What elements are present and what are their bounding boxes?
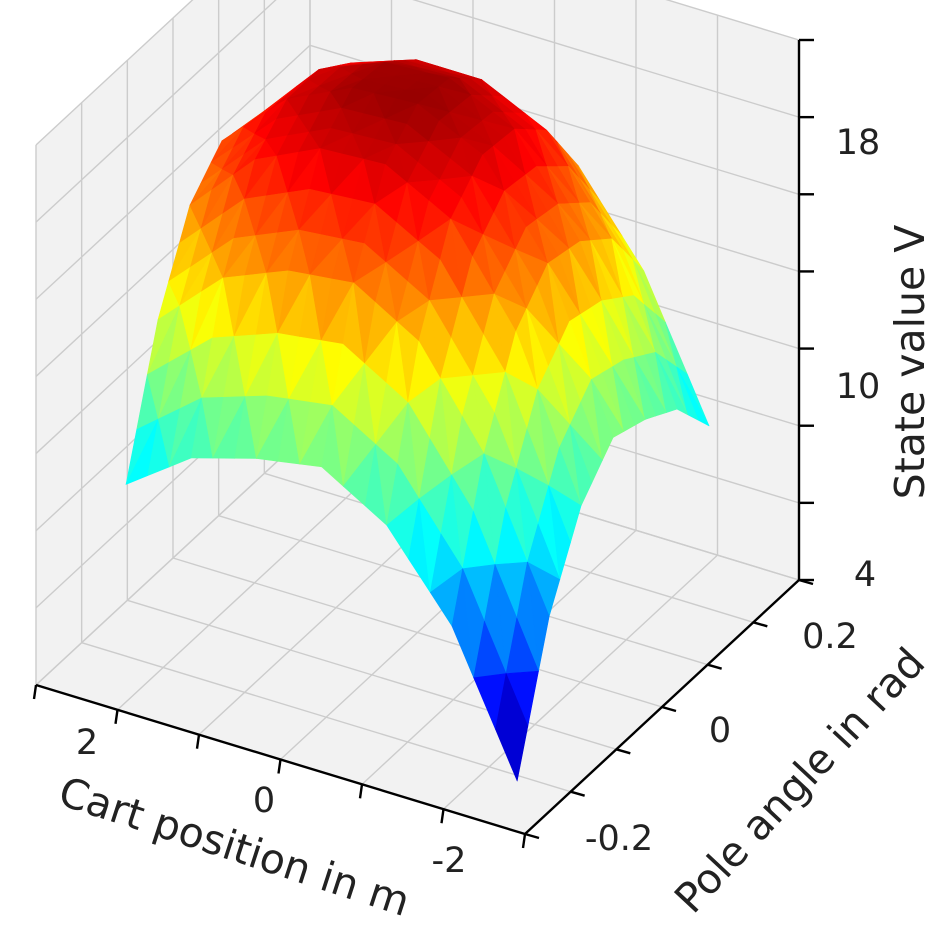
y-tick-mark <box>753 621 768 628</box>
y-tick-mark <box>661 705 677 713</box>
y-tick-mark <box>616 748 631 755</box>
y-tick-label: 0 <box>709 711 731 751</box>
grid-line <box>172 557 663 708</box>
x-tick-mark <box>440 808 445 824</box>
surface-facet <box>505 673 529 782</box>
y-tick-mark <box>570 790 585 797</box>
z-axis-label: State value V <box>886 225 934 500</box>
surface-facet <box>548 485 571 580</box>
x-tick-label: -2 <box>432 841 467 881</box>
surface-facet <box>633 357 657 420</box>
grid-line <box>35 44 311 300</box>
tick-marks <box>32 38 814 849</box>
z-tick-label: 18 <box>836 123 881 163</box>
x-tick-mark <box>521 833 527 849</box>
x-tick-mark <box>114 709 119 725</box>
x-tick-mark <box>195 734 201 749</box>
surface-mesh <box>125 59 710 782</box>
surface-facet <box>612 366 635 432</box>
grid-line <box>35 0 194 146</box>
x-tick-mark <box>32 684 38 700</box>
x-tick-mark <box>277 759 282 774</box>
x-tick-label: 0 <box>253 781 275 821</box>
grid-line <box>665 0 800 41</box>
x-tick-label: 2 <box>76 723 98 763</box>
y-tick-label: -0.2 <box>585 819 653 859</box>
surface-facet <box>676 366 699 421</box>
y-tick-label: 0.2 <box>802 617 858 657</box>
grid-line <box>35 0 277 223</box>
z-tick-label: 4 <box>854 555 876 595</box>
x-tick-mark <box>358 784 364 799</box>
grid-line <box>35 430 311 686</box>
y-axis-label: Pole angle in rad <box>665 639 934 923</box>
surface-facet <box>591 379 614 461</box>
surface-facet <box>654 352 678 413</box>
surface-facet <box>569 424 593 507</box>
grid-line <box>412 0 800 118</box>
grid-line <box>81 641 571 793</box>
grid-line <box>127 599 617 751</box>
z-tick-label: 10 <box>836 367 881 407</box>
y-tick-mark <box>524 832 540 840</box>
surface-facet <box>527 561 550 672</box>
y-tick-mark <box>707 663 722 670</box>
